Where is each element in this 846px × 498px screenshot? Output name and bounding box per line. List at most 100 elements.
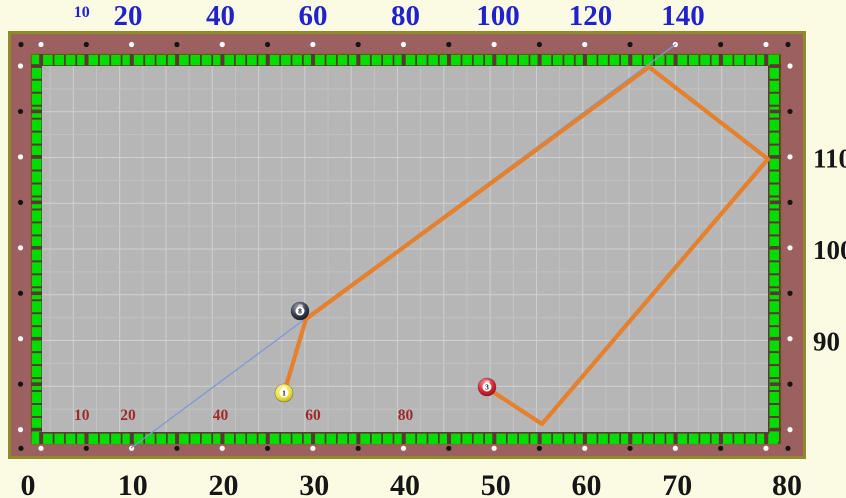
- cushion-segment: [32, 210, 42, 222]
- cushion-segment: [247, 55, 257, 66]
- cushion-segment: [598, 55, 608, 66]
- bottom-ruler-label: 80: [772, 469, 802, 498]
- diamond-dot-black: [785, 41, 791, 48]
- cushion-segment: [439, 55, 450, 66]
- diamond-dot-white: [763, 41, 769, 48]
- cushion-segment: [722, 55, 733, 66]
- cushion-segment: [734, 55, 744, 66]
- cushion-segment: [518, 55, 529, 66]
- diamond-dot-white: [310, 445, 316, 451]
- ball-yellow[interactable]: 1: [274, 383, 294, 403]
- cushion-segment: [769, 314, 779, 326]
- cushion-segment: [632, 55, 642, 66]
- cushion-segment: [769, 430, 779, 442]
- top-ruler-label: 60: [299, 0, 328, 32]
- cushion-break: [265, 432, 270, 444]
- cushion-segment: [349, 433, 359, 444]
- diamond-dot-white: [787, 154, 793, 160]
- cushion-segment: [394, 55, 404, 66]
- diamond-dot-black: [536, 41, 543, 48]
- cushion-segment: [485, 55, 495, 66]
- diamond-dot-white: [17, 154, 24, 160]
- cushion-segment: [586, 433, 597, 444]
- cushion-segment: [769, 392, 779, 404]
- diamond-dot-black: [18, 41, 24, 48]
- cushion-break: [31, 291, 42, 296]
- cushion-break: [673, 432, 678, 444]
- cushion-break: [129, 432, 134, 444]
- cushion-break: [311, 54, 315, 66]
- cushion-break: [220, 432, 225, 444]
- diamond-dot-black: [355, 41, 361, 48]
- bottom-ruler: 0 10 20 30 40 50 60 70 80: [21, 469, 803, 498]
- cushion-break: [31, 427, 42, 432]
- cushion-segment: [133, 55, 144, 66]
- diamond-dot-black: [83, 445, 89, 451]
- diamond-dot-black: [18, 445, 24, 451]
- cushion-segment: [303, 433, 314, 444]
- diamond-dot-white: [310, 41, 316, 48]
- ball-red[interactable]: 3: [477, 377, 497, 397]
- cushion-segment: [756, 433, 767, 444]
- cushion-segment: [247, 433, 257, 444]
- diamond-dot-white: [787, 63, 793, 69]
- cushion-segment: [541, 55, 552, 66]
- cushion-break: [129, 54, 134, 66]
- diamond-dot-black: [174, 41, 180, 48]
- cushion-segment: [54, 433, 65, 444]
- cushion-segment: [337, 433, 348, 444]
- cushion-segment: [32, 93, 42, 105]
- cushion-segment: [145, 55, 155, 66]
- cushion-segment: [688, 433, 699, 444]
- bottom-ruler-label: 60: [572, 469, 602, 498]
- right-ruler-label: 100: [813, 235, 846, 265]
- cushion-segment: [32, 80, 42, 92]
- cushion-segment: [734, 433, 744, 444]
- cushion-segment: [32, 327, 42, 339]
- diamond-dot-black: [355, 445, 361, 451]
- cushion-segment: [54, 55, 65, 66]
- diamond-dot-black: [264, 445, 271, 451]
- diamond-dot-white: [763, 445, 769, 451]
- cushion-break: [718, 54, 723, 66]
- cushion-segment: [769, 236, 779, 248]
- cushion-segment: [88, 433, 99, 444]
- cushion-break: [446, 432, 451, 444]
- cushion-segment: [145, 433, 155, 444]
- cushion-segment: [281, 433, 291, 444]
- diamond-dot-white: [129, 41, 135, 48]
- diamond-dot-black: [718, 41, 724, 48]
- top-ruler-label: 40: [206, 0, 235, 32]
- cushion-segment: [541, 433, 552, 444]
- cushion-segment: [518, 433, 529, 444]
- cushion-segment: [167, 433, 178, 444]
- cushion-segment: [769, 145, 779, 157]
- cushion-segment: [654, 433, 665, 444]
- cushion-break: [770, 336, 781, 341]
- cushion-segment: [88, 55, 99, 66]
- cushion-segment: [326, 433, 336, 444]
- top-ruler: 10 20 40 60 80 100 120 140: [74, 0, 705, 32]
- cushion-break: [31, 246, 42, 250]
- inner-scale-label: 10: [74, 407, 90, 424]
- diamond-dot-white: [17, 245, 24, 251]
- cushion-segment: [473, 55, 484, 66]
- cushion-segment: [235, 55, 246, 66]
- cushion-segment: [32, 417, 42, 429]
- cushion-break: [446, 54, 451, 66]
- ball-black[interactable]: 8: [290, 301, 310, 321]
- cushion-segment: [65, 55, 76, 66]
- cushion-break: [84, 54, 89, 66]
- cushion-segment: [769, 275, 779, 287]
- cushion-segment: [258, 55, 268, 66]
- cushion-segment: [292, 55, 302, 66]
- diamond-dot-black: [264, 41, 271, 48]
- cushion-segment: [179, 433, 189, 444]
- cushion-segment: [235, 433, 246, 444]
- cushion-segment: [32, 67, 42, 79]
- bottom-ruler-label: 70: [662, 469, 692, 498]
- top-ruler-label: 10: [74, 4, 90, 21]
- cushion-break: [770, 246, 781, 250]
- diamond-dot-black: [787, 199, 793, 205]
